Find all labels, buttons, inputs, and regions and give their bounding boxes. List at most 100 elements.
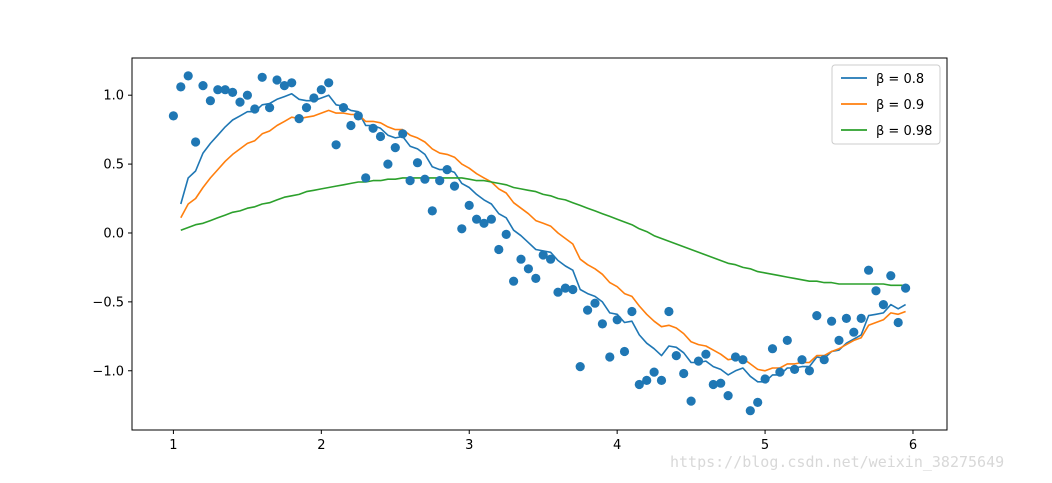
scatter-point: [546, 254, 556, 264]
scatter-point: [508, 276, 519, 286]
scatter-point: [649, 367, 659, 377]
scatter-point: [449, 181, 460, 191]
scatter-point: [671, 351, 681, 361]
scatter-point: [723, 391, 733, 401]
scatter-point: [827, 316, 837, 326]
scatter-point: [590, 298, 600, 308]
scatter-point: [693, 356, 704, 366]
scatter-point: [279, 81, 289, 91]
scatter-point: [597, 319, 608, 329]
series-line-2: [180, 177, 906, 287]
scatter-point: [760, 374, 770, 384]
scatter-point: [679, 368, 689, 379]
scatter-point: [309, 93, 319, 103]
scatter-point: [435, 176, 445, 186]
scatter-point: [745, 406, 755, 416]
scatter-point: [198, 81, 208, 91]
scatter-point: [730, 352, 741, 362]
scatter-point: [797, 355, 807, 365]
scatter-point: [427, 206, 437, 216]
scatter-point: [656, 375, 667, 385]
legend-entry-0: β = 0.8: [876, 72, 924, 87]
scatter-point: [664, 306, 674, 317]
scatter-point: [568, 284, 578, 295]
scatter-point: [398, 129, 408, 139]
scatter-point: [893, 317, 903, 328]
scatter-point: [575, 362, 585, 372]
x-axis: 1 2 3 4 5 6: [169, 430, 917, 453]
scatter-point: [849, 327, 859, 337]
scatter-point: [538, 250, 548, 260]
scatter-point: [856, 313, 866, 323]
plot-background: [132, 58, 947, 430]
scatter-point: [472, 214, 482, 224]
scatter-point: [228, 87, 238, 97]
x-tick-label: 1: [169, 438, 177, 453]
scatter-point: [523, 264, 534, 274]
x-tick-label: 2: [317, 438, 325, 453]
scatter-points: [168, 71, 911, 416]
scatter-point: [250, 104, 260, 114]
scatter-point: [841, 313, 852, 323]
scatter-point: [368, 123, 378, 133]
y-tick-label: 0.5: [103, 158, 124, 173]
scatter-point: [701, 349, 711, 359]
scatter-point: [457, 224, 467, 234]
scatter-point: [494, 244, 504, 255]
scatter-point: [346, 120, 356, 131]
scatter-point: [375, 131, 386, 142]
scatter-point: [412, 158, 423, 168]
y-axis: 1.0 0.5 0.0 −0.5 −1.0: [92, 89, 132, 379]
scatter-point: [583, 305, 593, 315]
scatter-point: [619, 346, 630, 357]
scatter-point: [516, 254, 526, 264]
x-tick-label: 4: [613, 438, 621, 453]
scatter-point: [242, 90, 252, 100]
scatter-point: [272, 75, 282, 85]
scatter-point: [871, 286, 881, 296]
scatter-point: [812, 311, 822, 321]
scatter-point: [301, 103, 312, 113]
scatter-point: [531, 273, 541, 283]
y-tick-label: 1.0: [103, 89, 124, 104]
scatter-point: [486, 214, 496, 224]
scatter-point: [390, 143, 400, 153]
scatter-point: [191, 137, 201, 147]
scatter-point: [501, 229, 511, 239]
scatter-point: [605, 352, 615, 362]
scatter-point: [361, 173, 371, 183]
scatter-point: [804, 366, 815, 376]
scatter-point: [442, 165, 452, 175]
scatter-point: [257, 72, 267, 82]
scatter-point: [479, 218, 489, 228]
scatter-point: [878, 300, 889, 310]
watermark: https://blog.csdn.net/weixin_38275649: [670, 453, 1005, 471]
plot-frame: [131, 57, 948, 431]
scatter-point: [782, 335, 792, 345]
scatter-point: [753, 397, 763, 407]
scatter-point: [686, 396, 696, 406]
scatter-point: [205, 96, 215, 106]
scatter-point: [634, 379, 644, 390]
legend: β = 0.8 β = 0.9 β = 0.98: [831, 64, 941, 145]
legend-entry-2: β = 0.98: [876, 124, 932, 139]
scatter-point: [265, 103, 275, 113]
scatter-point: [324, 78, 334, 88]
scatter-point: [834, 335, 844, 345]
x-tick-label: 5: [761, 438, 769, 453]
y-tick-label: −1.0: [92, 364, 124, 379]
scatter-point: [553, 287, 563, 297]
scatter-point: [767, 344, 778, 354]
scatter-point: [235, 97, 245, 107]
scatter-point: [176, 82, 186, 92]
scatter-point: [383, 159, 393, 169]
scatter-point: [294, 114, 304, 124]
scatter-point: [213, 85, 223, 95]
scatter-point: [886, 271, 896, 281]
scatter-point: [716, 378, 726, 388]
y-tick-label: −0.5: [92, 295, 124, 310]
scatter-point: [168, 111, 178, 121]
x-tick-label: 6: [909, 438, 917, 453]
scatter-point: [338, 103, 349, 113]
scatter-point: [790, 364, 800, 374]
